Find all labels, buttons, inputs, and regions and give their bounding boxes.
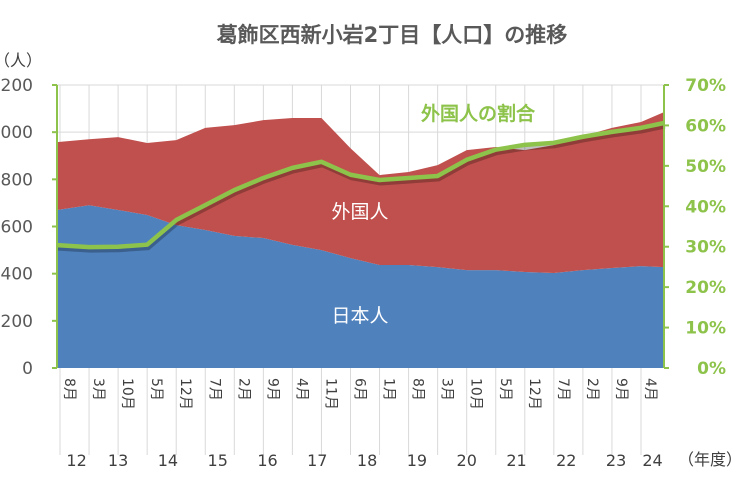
x-tick-month: 12月 — [177, 378, 193, 410]
x-tick-month: 8月 — [61, 378, 77, 401]
y-tick-label: 1200 — [0, 76, 33, 96]
x-tick-month: 3月 — [90, 378, 106, 401]
ratio-label: 外国人の割合 — [421, 102, 536, 125]
x-tick-month: 10月 — [119, 378, 135, 410]
x-tick-year: 24 — [642, 451, 662, 470]
y-tick-label: 1000 — [0, 123, 33, 143]
x-tick-month: 1月 — [381, 378, 397, 401]
x-tick-month: 6月 — [352, 378, 368, 401]
y-tick-label: 800 — [1, 170, 33, 190]
x-tick-year: 14 — [158, 451, 178, 470]
x-tick-month: 4月 — [293, 378, 309, 401]
x-tick-year: 19 — [407, 451, 427, 470]
y-tick-label: 600 — [1, 218, 33, 238]
x-tick-month: 9月 — [264, 378, 280, 401]
x-tick-month: 7月 — [555, 378, 571, 401]
x-tick-month: 3月 — [439, 378, 455, 401]
area-series — [57, 112, 664, 368]
x-tick-year: 23 — [606, 451, 626, 470]
x-tick-month: 5月 — [148, 378, 164, 401]
axes: 0 200 400 600 800 1000 1200 8月 3月 10月 5月 12月 7月 2月 9月 4… — [0, 76, 726, 470]
foreign-label: 外国人 — [331, 201, 388, 223]
y-tick-label: 0 — [22, 359, 33, 379]
y-tick-label: 200 — [1, 312, 33, 332]
ratio-line — [56, 120, 665, 250]
japanese-label: 日本人 — [331, 305, 388, 327]
y2-tick-label: 0% — [697, 359, 726, 379]
x-tick-month: 9月 — [613, 378, 629, 401]
x-tick-month: 8月 — [410, 378, 426, 401]
y2-tick-label: 20% — [685, 278, 726, 298]
y2-tick-label: 50% — [685, 157, 726, 177]
x-tick-year: 12 — [66, 451, 86, 470]
y-tick-label: 400 — [1, 265, 33, 285]
x-tick-month: 5月 — [497, 378, 513, 401]
x-tick-year: 17 — [307, 451, 327, 470]
x-tick-month: 7月 — [206, 378, 222, 401]
x-tick-month: 2月 — [235, 378, 251, 401]
x-tick-year: 15 — [208, 451, 228, 470]
x-tick-year: 13 — [108, 451, 128, 470]
y2-tick-label: 40% — [685, 197, 726, 217]
x-tick-year: 16 — [257, 451, 277, 470]
x-tick-month: 4月 — [642, 378, 658, 401]
y2-tick-label: 30% — [685, 238, 726, 258]
y2-tick-label: 70% — [685, 76, 726, 96]
x-axis-label: （年度） — [678, 450, 740, 469]
x-tick-month: 2月 — [584, 378, 600, 401]
area-japanese — [57, 205, 664, 368]
x-tick-month: 11月 — [322, 378, 338, 410]
x-tick-month: 12月 — [526, 378, 542, 410]
x-tick-year: 18 — [357, 451, 377, 470]
chart-title: 葛飾区西新小岩2丁目【人口】の推移 — [217, 23, 568, 47]
x-tick-year: 20 — [457, 451, 477, 470]
area-foreign — [57, 112, 664, 273]
ratio-series — [56, 120, 666, 253]
x-tick-month: 10月 — [468, 378, 484, 410]
x-tick-year: 21 — [506, 451, 526, 470]
x-tick-year: 22 — [556, 451, 576, 470]
y-axis-label: （人） — [0, 51, 42, 70]
ratio-line-shadow — [57, 123, 666, 253]
y2-tick-label: 60% — [685, 116, 726, 136]
y2-tick-label: 10% — [685, 319, 726, 339]
